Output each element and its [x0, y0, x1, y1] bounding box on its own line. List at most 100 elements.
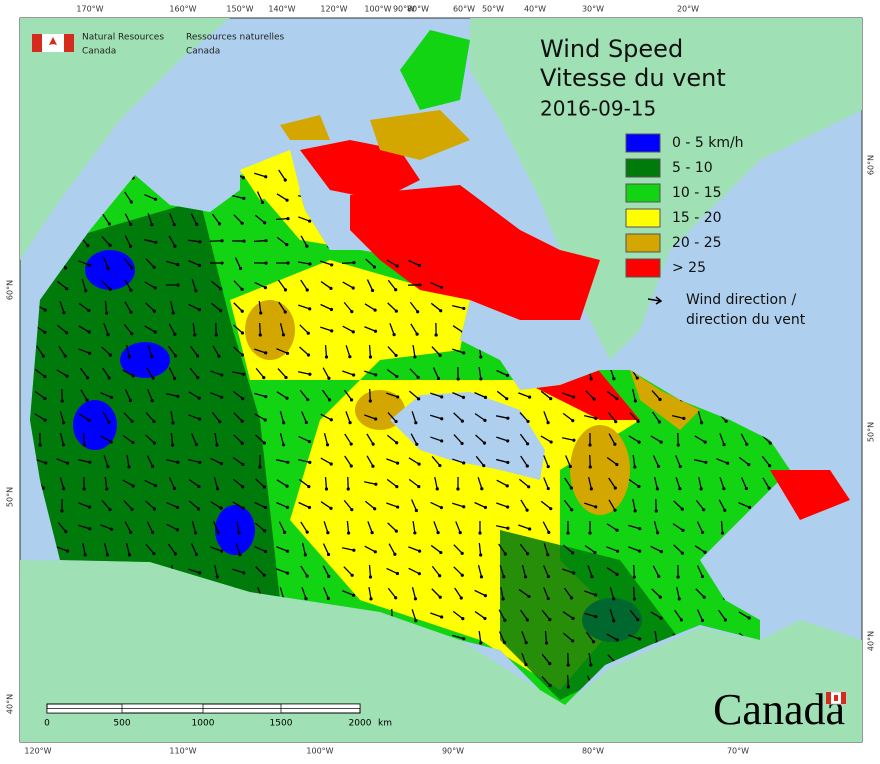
wind-arrow	[260, 323, 261, 335]
wind-arrow-head	[132, 374, 135, 377]
wind-arrow-head	[545, 641, 548, 644]
wind-arrow-head	[395, 530, 398, 533]
wind-arrow-head	[395, 441, 398, 444]
wind-arrow-head	[634, 399, 637, 402]
wind-arrow-head	[242, 373, 245, 376]
wind-arrow-head	[64, 530, 67, 533]
wind-arrow-head	[572, 395, 575, 398]
wind-arrow-head	[414, 421, 417, 424]
wind-arrow-head	[87, 309, 90, 312]
title: Wind Speed	[540, 35, 683, 63]
wind-arrow-head	[588, 443, 591, 446]
legend-swatch	[626, 259, 660, 277]
latitude-label: 60°N	[867, 155, 876, 175]
wind-arrow-head	[129, 311, 132, 314]
wind-arrow-head	[220, 507, 223, 510]
wind-arrow-head	[128, 553, 131, 556]
wind-arrow-head	[215, 443, 218, 446]
wind-arrow-head	[768, 464, 771, 467]
wind-arrow-head	[284, 178, 287, 181]
wind-arrow-head	[480, 575, 483, 578]
wind-arrow-head	[350, 310, 353, 313]
wind-arrow-head	[62, 487, 65, 490]
wind-arrow-head	[87, 419, 90, 422]
wind-arrow-head	[44, 461, 47, 464]
date: 2016-09-15	[540, 97, 656, 121]
wind-arrow-head	[220, 373, 223, 376]
wind-arrow-head	[85, 399, 88, 402]
wind-arrow-head	[373, 265, 376, 268]
wind-arrow-head	[132, 484, 135, 487]
wind-arrow-head	[439, 354, 442, 357]
wind-arrow-head	[636, 618, 639, 621]
wind-arrow-head	[171, 421, 174, 424]
wind-arrow-head	[614, 420, 617, 423]
wind-arrow-head	[456, 487, 459, 490]
wind-arrow	[678, 433, 679, 445]
scale-label: 0	[44, 719, 50, 729]
wind-arrow-head	[108, 508, 111, 511]
wind-arrow-head	[152, 377, 155, 380]
wind-arrow-head	[173, 487, 176, 490]
wind-arrow-head	[461, 552, 464, 555]
wind-arrow-head	[571, 419, 574, 422]
wind-arrow-head	[638, 637, 641, 640]
wind-arrow-head	[329, 507, 332, 510]
wind-arrow-head	[438, 574, 441, 577]
wind-arrow-head	[415, 509, 418, 512]
wind-arrow-head	[218, 222, 221, 225]
wind-arrow-head	[394, 420, 397, 423]
wind-arrow-head	[612, 377, 615, 380]
wind-arrow-head	[216, 575, 219, 578]
wind-arrow-head	[393, 553, 396, 556]
wind-arrow-head	[702, 508, 705, 511]
wind-arrow-head	[572, 571, 575, 574]
wind-arrow-head	[371, 531, 374, 534]
wind-arrow-head	[308, 373, 311, 376]
wind-arrow-head	[43, 331, 46, 334]
wind-arrow-head	[348, 421, 351, 424]
legend-label: 5 - 10	[672, 160, 713, 176]
wind-arrow-head	[330, 418, 333, 421]
wind-arrow-head	[767, 487, 770, 490]
wind-arrow-head	[416, 333, 419, 336]
wind-arrow-head	[198, 397, 201, 400]
wind-arrow-head	[174, 354, 177, 357]
wind-arrow-head	[524, 663, 527, 666]
wind-arrow-head	[747, 463, 750, 466]
wind-arrow-head	[329, 287, 332, 290]
wind-arrow	[568, 675, 569, 687]
wind-arrow-head	[745, 443, 748, 446]
legend-swatch	[626, 209, 660, 227]
wind-arrow-head	[285, 397, 288, 400]
wind-arrow-head	[84, 289, 87, 292]
legend-swatch	[626, 159, 660, 177]
wind-arrow-head	[369, 399, 372, 402]
wind-arrow-head	[130, 332, 133, 335]
wind-arrow-head	[352, 286, 355, 289]
wind-arrow-head	[374, 483, 377, 486]
wind-arrow-head	[66, 462, 69, 465]
wind-arrow-head	[506, 527, 509, 530]
wind-arrow-head	[44, 308, 47, 311]
wind-arrow-head	[369, 355, 372, 358]
wind-arrow	[590, 455, 591, 467]
wind-arrow-head	[153, 441, 156, 444]
wind-arrow-head	[131, 420, 134, 423]
wind-arrow-head	[176, 263, 179, 266]
wind-arrow-head	[594, 593, 597, 596]
longitude-label: 90°W	[442, 747, 464, 756]
legend-swatch	[626, 134, 660, 152]
wind-arrow-head	[304, 597, 307, 600]
wind-arrow-head	[483, 617, 486, 620]
flag-band	[826, 692, 831, 704]
wind-arrow-head	[526, 618, 529, 621]
wind-arrow-head	[173, 377, 176, 380]
wind-arrow-head	[242, 571, 245, 574]
wind-arrow-head	[308, 307, 311, 310]
wind-arrow-head	[570, 486, 573, 489]
wind-arrow-head	[328, 398, 331, 401]
longitude-label: 150°W	[226, 5, 253, 14]
wind-arrow-head	[437, 377, 440, 380]
wind-arrow	[62, 389, 63, 401]
